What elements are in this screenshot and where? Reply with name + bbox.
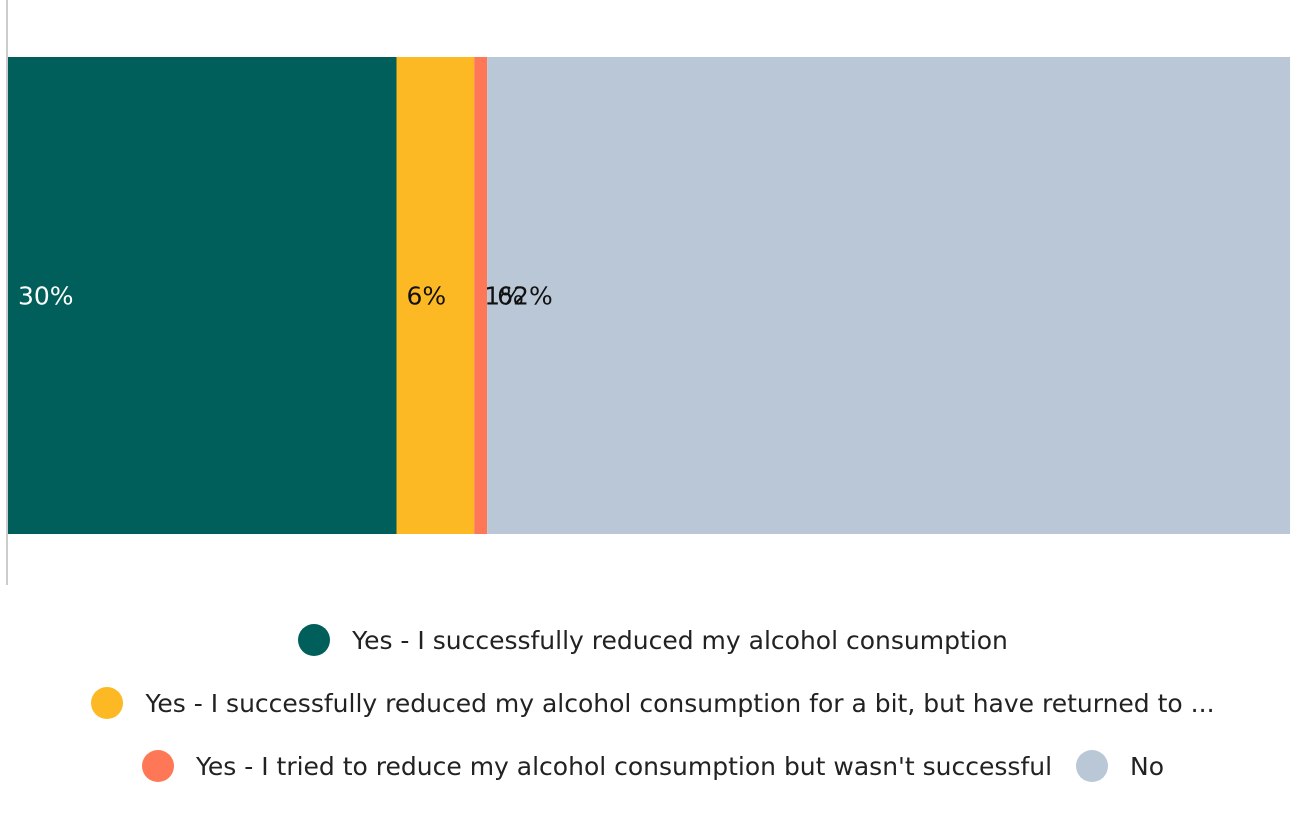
data-label: 62%	[497, 282, 553, 311]
legend-label: Yes - I tried to reduce my alcohol consu…	[195, 751, 1053, 781]
bar-segment[interactable]	[396, 57, 475, 534]
legend-label: No	[1130, 751, 1165, 781]
legend-swatch	[298, 624, 331, 656]
legend-item-tried-unsuccessful[interactable]: Yes - I tried to reduce my alcohol consu…	[141, 750, 1053, 782]
data-label: 1%	[484, 282, 524, 311]
data-label: 30%	[18, 282, 74, 311]
legend-swatch	[141, 750, 174, 782]
bar-segment[interactable]	[474, 57, 488, 534]
legend-label: Yes - I successfully reduced my alcohol …	[145, 688, 1215, 718]
legend-row: Yes - I tried to reduce my alcohol consu…	[0, 746, 1306, 786]
legend-item-no[interactable]: No	[1076, 750, 1164, 782]
bar-segment[interactable]	[487, 57, 1291, 534]
legend-row: Yes - I successfully reduced my alcohol …	[0, 620, 1306, 660]
legend-swatch	[91, 687, 124, 719]
legend: Yes - I successfully reduced my alcohol …	[0, 620, 1306, 809]
legend-swatch	[1076, 750, 1109, 782]
data-label: 6%	[407, 282, 447, 311]
legend-label: Yes - I successfully reduced my alcohol …	[352, 625, 1008, 655]
chart-svg: 30% 6% 1%62%	[6, 0, 1291, 585]
bar-segment[interactable]	[8, 57, 397, 534]
legend-item-reduced[interactable]: Yes - I successfully reduced my alcohol …	[298, 624, 1008, 656]
stacked-bar-chart: 30% 6% 1% 62%	[6, 0, 1291, 585]
legend-row: Yes - I successfully reduced my alcohol …	[0, 683, 1306, 723]
legend-item-reduced-returned[interactable]: Yes - I successfully reduced my alcohol …	[91, 687, 1215, 719]
